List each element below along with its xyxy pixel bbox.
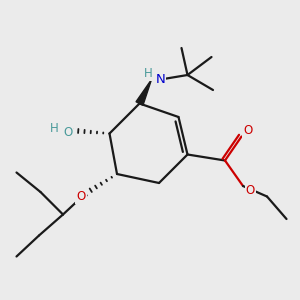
Text: O: O bbox=[76, 190, 85, 203]
Text: H: H bbox=[50, 122, 58, 136]
Text: O: O bbox=[243, 124, 252, 137]
Text: H: H bbox=[144, 67, 153, 80]
Polygon shape bbox=[136, 80, 152, 105]
Text: N: N bbox=[156, 73, 165, 86]
Text: O: O bbox=[63, 125, 72, 139]
Text: O: O bbox=[246, 184, 255, 197]
